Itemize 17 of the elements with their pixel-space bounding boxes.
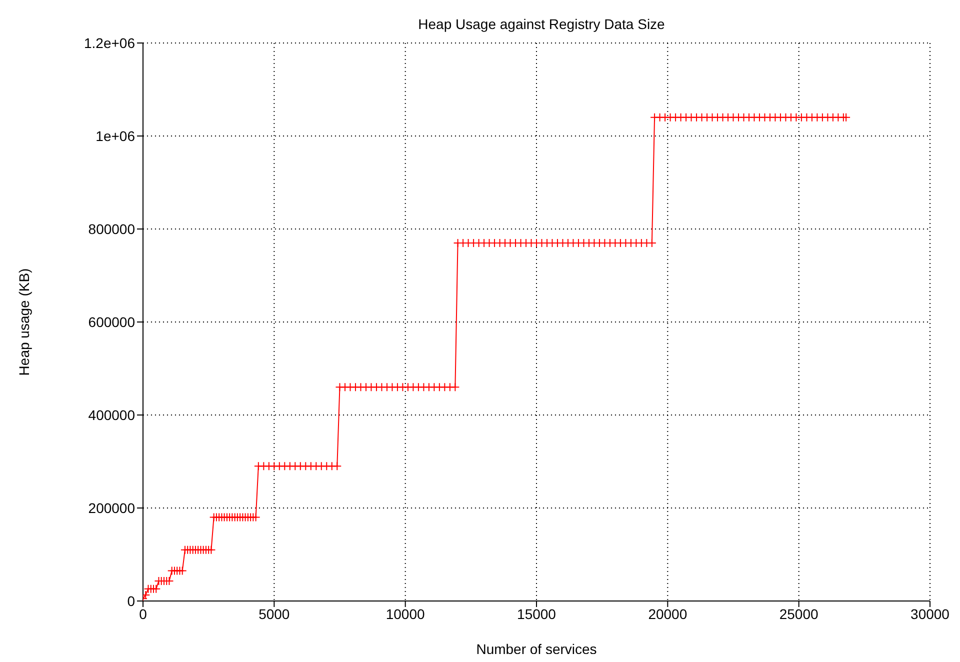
x-axis-title: Number of services [476,641,597,657]
y-tick-label: 400000 [88,406,136,423]
y-tick-label: 0 [127,592,136,609]
x-tick-label: 30000 [910,606,950,622]
y-tick-label: 1.2e+06 [84,34,136,51]
y-tick-label: 600000 [88,314,136,330]
y-tick-label: 200000 [88,500,136,516]
y-tick-label: 1e+06 [96,128,136,144]
y-axis-title: Heap usage (KB) [16,268,32,376]
x-tick-label: 20000 [648,606,688,622]
x-tick-label: 0 [139,606,148,622]
x-tick-label: 5000 [258,606,290,622]
x-tick-label: 25000 [779,606,819,622]
y-tick-label: 800000 [88,220,136,237]
chart-title: Heap Usage against Registry Data Size [417,16,666,32]
x-tick-label: 15000 [517,606,556,622]
x-tick-label: 10000 [386,606,426,622]
